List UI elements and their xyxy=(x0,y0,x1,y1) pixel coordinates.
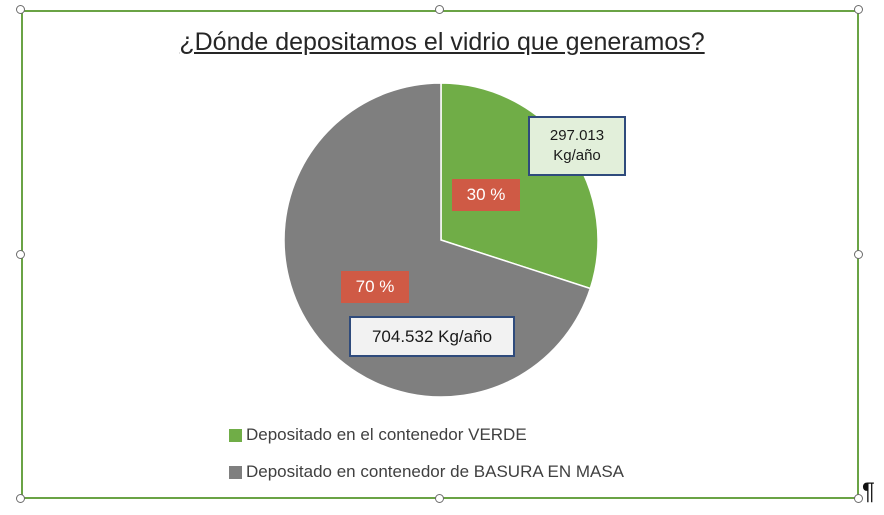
resize-handle-middle-right[interactable] xyxy=(854,250,863,259)
legend-label: Depositado en contenedor de BASURA EN MA… xyxy=(246,462,624,481)
resize-handle-bottom-left[interactable] xyxy=(16,494,25,503)
chart-title: ¿Dónde depositamos el vidrio que generam… xyxy=(179,28,705,56)
legend-item-verde: Depositado en el contenedor VERDE xyxy=(229,425,527,445)
paragraph-mark-icon: ¶ xyxy=(862,478,875,505)
slice-percent-label-basura: 70 % xyxy=(341,271,409,303)
resize-handle-middle-left[interactable] xyxy=(16,250,25,259)
legend-swatch-gray-icon xyxy=(229,465,242,479)
slice-value-label-verde: 297.013 Kg/año xyxy=(528,116,626,176)
resize-handle-top-left[interactable] xyxy=(16,5,25,14)
resize-handle-top-center[interactable] xyxy=(435,5,444,14)
legend-item-basura: Depositado en contenedor de BASURA EN MA… xyxy=(229,462,624,482)
resize-handle-bottom-center[interactable] xyxy=(435,494,444,503)
resize-handle-top-right[interactable] xyxy=(854,5,863,14)
slice-percent-label-verde: 30 % xyxy=(452,179,520,211)
legend-label: Depositado en el contenedor VERDE xyxy=(246,425,527,444)
legend-swatch-green-icon xyxy=(229,428,242,442)
resize-handle-bottom-right[interactable] xyxy=(854,494,863,503)
slice-value-label-basura: 704.532 Kg/año xyxy=(349,316,515,357)
